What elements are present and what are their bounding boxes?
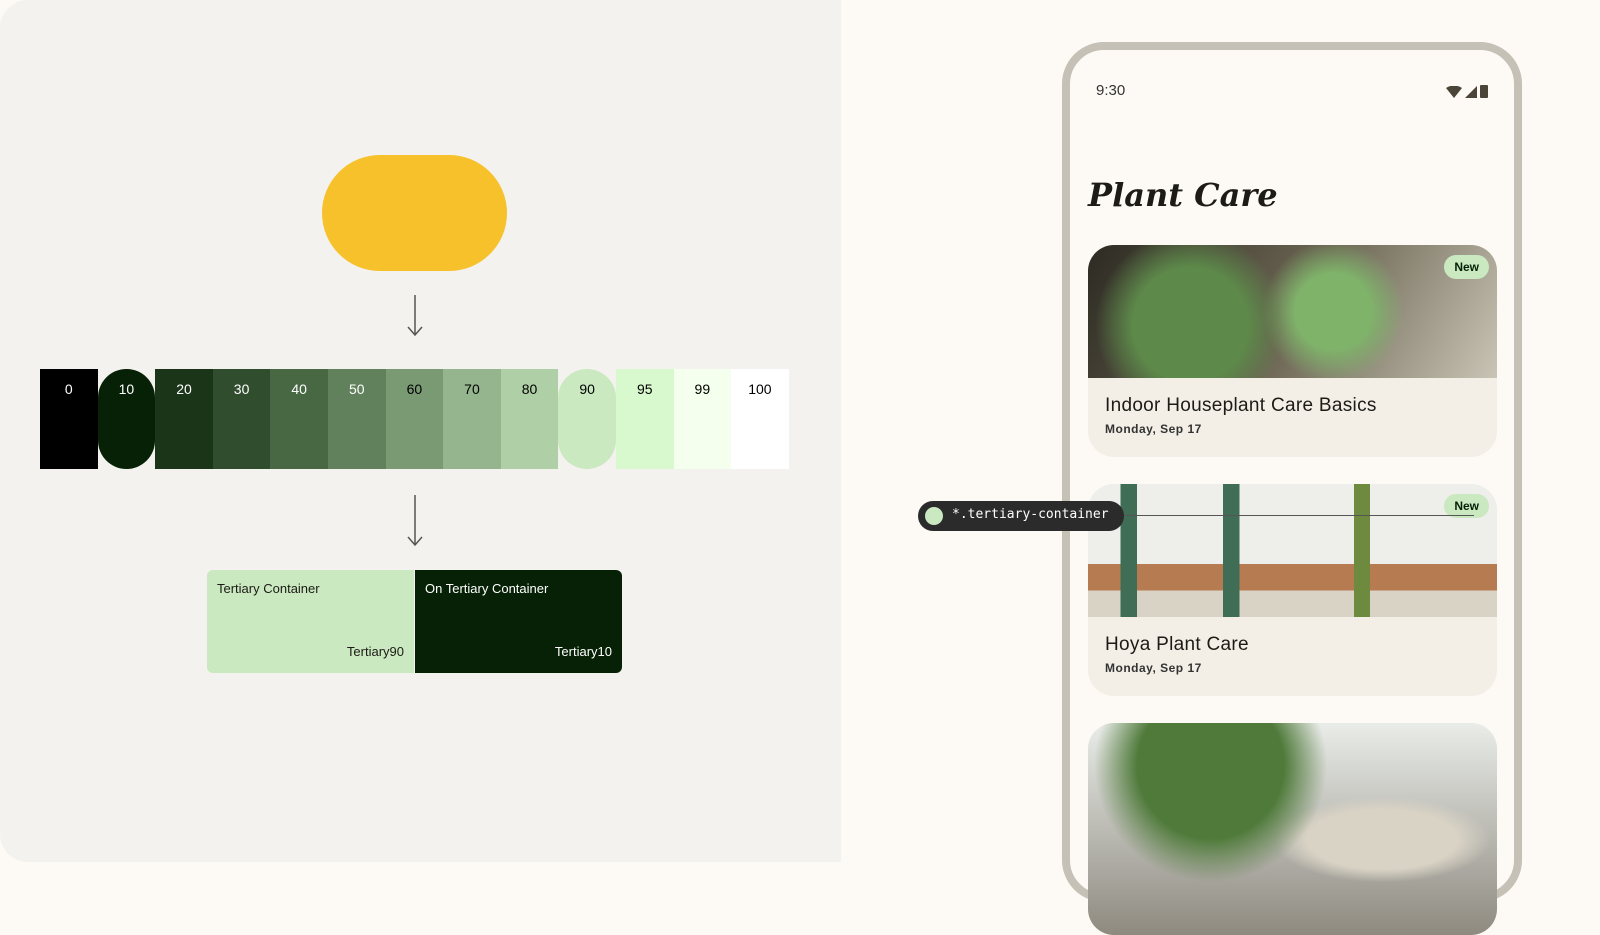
tone-swatch: 99 (673, 369, 732, 469)
battery-icon (1480, 85, 1488, 98)
role-name: On Tertiary Container (425, 581, 549, 596)
tertiary-container-swatch: Tertiary Container Tertiary90 (207, 570, 414, 673)
status-icons (1446, 84, 1488, 98)
article-image: New (1088, 484, 1497, 617)
card-title: Hoya Plant Care (1105, 634, 1249, 655)
article-image (1088, 723, 1497, 935)
card-date: Monday, Sep 17 (1105, 422, 1202, 436)
card-date: Monday, Sep 17 (1105, 661, 1202, 675)
callout-line (1124, 515, 1474, 516)
article-card[interactable]: New Hoya Plant Care Monday, Sep 17 (1088, 484, 1497, 696)
phone-mockup: 9:30 Plant Care New Indoor Houseplant Ca… (1062, 42, 1522, 935)
article-image: New (1088, 245, 1497, 378)
tone-swatch: 10 (97, 369, 156, 469)
tone-swatch: 0 (40, 369, 98, 469)
role-tone: Tertiary90 (346, 644, 404, 659)
role-tone: Tertiary10 (554, 644, 612, 659)
tone-swatch: 30 (212, 369, 271, 469)
tone-swatch: 50 (327, 369, 386, 469)
arrow-down-icon (407, 495, 423, 547)
article-card[interactable] (1088, 723, 1497, 935)
wifi-icon (1446, 86, 1462, 98)
token-callout: *.tertiary-container (918, 501, 1124, 531)
source-color-swatch (322, 155, 507, 271)
page-title: Plant Care (1088, 176, 1278, 214)
card-title: Indoor Houseplant Care Basics (1105, 395, 1377, 416)
tone-swatch: 95 (615, 369, 674, 469)
status-time: 9:30 (1096, 82, 1126, 99)
role-name: Tertiary Container (217, 581, 320, 596)
tone-swatch: 40 (270, 369, 328, 469)
tone-swatch: 60 (385, 369, 444, 469)
tonal-palette: 0 10 20 30 40 50 60 70 80 90 95 99 100 (40, 369, 789, 469)
tone-swatch: 80 (500, 369, 559, 469)
palette-panel: 0 10 20 30 40 50 60 70 80 90 95 99 100 Tertiary Cont… (0, 0, 841, 862)
tone-swatch: 70 (443, 369, 501, 469)
on-tertiary-container-swatch: On Tertiary Container Tertiary10 (415, 570, 622, 673)
tone-swatch: 100 (731, 369, 789, 469)
new-badge: New (1444, 255, 1489, 279)
article-card[interactable]: New Indoor Houseplant Care Basics Monday… (1088, 245, 1497, 457)
arrow-down-icon (407, 295, 423, 337)
token-name: *.tertiary-container (952, 507, 1109, 522)
color-dot-icon (925, 507, 943, 525)
signal-icon (1465, 86, 1477, 98)
tone-swatch: 20 (155, 369, 213, 469)
new-badge: New (1444, 494, 1489, 518)
tone-swatch: 90 (558, 369, 616, 469)
